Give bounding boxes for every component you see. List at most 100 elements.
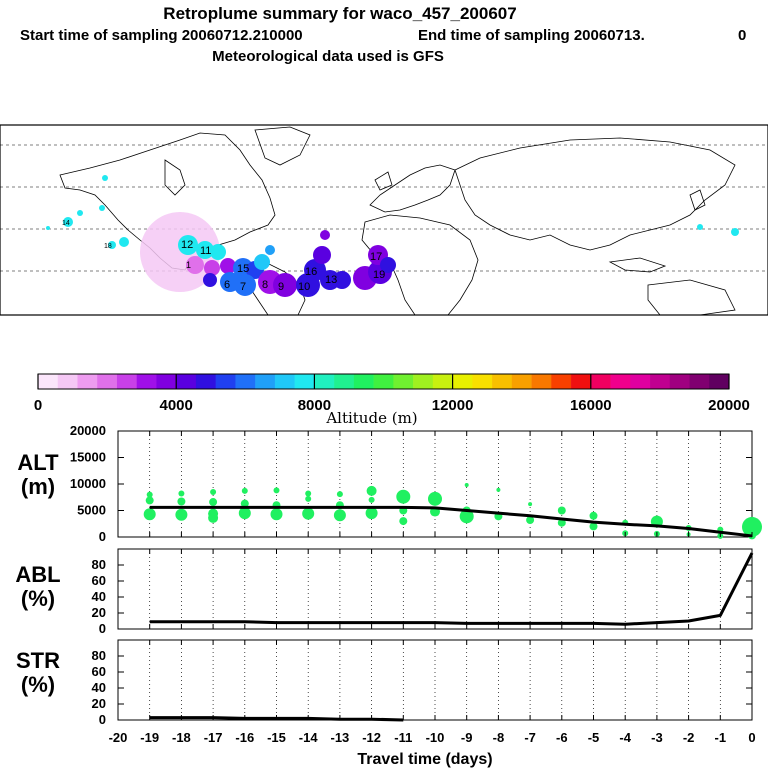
plume-circle [119,237,129,247]
colorbar-swatch [650,374,671,389]
scatter-point [365,507,378,520]
plume-markers [46,175,739,297]
colorbar-swatch [97,374,118,389]
x-tick-label: -2 [683,730,695,745]
start-time-label: Start time of sampling 20060712.210000 [20,27,303,44]
scatter-point [209,498,218,507]
panel-label: ABL [15,562,60,587]
scatter-point [428,491,442,506]
plume-circle [254,254,270,270]
scatter-point [589,522,598,531]
colorbar-swatch [511,374,532,389]
scatter-point [145,496,154,505]
scatter-point [273,487,280,494]
colorbar-swatch [156,374,177,389]
map-coastlines [59,126,736,316]
y-tick-label: 15000 [70,450,106,465]
colorbar-ticks: 0 4000 8000 12000 16000 20000 [34,374,750,414]
plume-label: 11 [200,245,211,257]
colorbar-swatch [176,374,197,389]
colorbar-tick-label: 16000 [570,397,612,414]
x-tick-label: -9 [461,730,473,745]
colorbar-swatch [452,374,473,389]
time-series-panels: 05000100001500020000ALT(m)020406080ABL(%… [15,423,762,768]
colorbar-swatch [492,374,513,389]
colorbar-swatch [294,374,315,389]
colorbar-swatch [571,374,592,389]
plume-label: 1 [186,260,191,270]
scatter-point [305,495,312,502]
y-tick-label: 0 [99,712,106,727]
plume-circle [234,274,256,296]
colorbar-swatch [610,374,631,389]
plume-label: 17 [370,251,382,263]
scatter-point [146,491,153,498]
colorbar-swatch [393,374,414,389]
x-tick-label: -5 [588,730,600,745]
colorbar-swatch [255,374,276,389]
scatter-point [143,508,156,521]
x-tick-label: -14 [299,730,319,745]
scatter-point [305,490,312,497]
scatter-point [589,511,598,520]
x-tick-label: 0 [748,730,755,745]
x-axis-label: Travel time (days) [357,751,492,768]
scatter-point [175,508,188,521]
plume-circle [204,260,220,276]
x-tick-label: -20 [109,730,128,745]
x-tick-label: -16 [235,730,254,745]
y-tick-label: 80 [92,648,106,663]
colorbar-swatch [77,374,98,389]
colorbar-swatch [669,374,690,389]
panel-unit: (%) [21,672,55,697]
y-tick-label: 20 [92,696,106,711]
plume-circle [210,244,226,260]
colorbar-swatch [314,374,335,389]
plume-circle [102,175,108,181]
plume-circle [108,241,116,249]
x-tick-label: -1 [715,730,727,745]
plume-label: 18 [104,243,112,250]
x-tick-label: -12 [362,730,381,745]
met-data-label: Meteorological data used is GFS [212,48,444,65]
plume-label: 9 [278,281,284,293]
colorbar-swatch [334,374,355,389]
scatter-point [526,516,535,525]
scatter-point [557,506,566,515]
scatter-point [333,509,346,522]
plume-label: 7 [240,281,246,293]
colorbar-swatch [590,374,611,389]
series-line [149,552,754,626]
x-tick-label: -17 [204,730,223,745]
y-tick-label: 60 [92,664,106,679]
colorbar-swatch [689,374,710,389]
colorbar-swatch [472,374,493,389]
plume-labels: 12 11 6 8 15 17 16 13 10 19 9 7 14 18 1 [62,220,385,293]
x-tick-label: -7 [524,730,536,745]
y-tick-label: 0 [99,621,106,636]
colorbar-swatch [551,374,572,389]
x-tick-label: -13 [331,730,350,745]
y-tick-label: 40 [92,680,106,695]
scatter-point [270,508,283,521]
scatter-point [336,491,343,498]
scatter-point [366,485,377,496]
scatter-point [528,502,533,507]
y-tick-label: 5000 [77,503,106,518]
plume-circle [697,224,703,230]
x-tick-label: -4 [619,730,631,745]
scatter-point [368,496,375,503]
x-tick-label: -19 [140,730,159,745]
colorbar-swatch [38,374,59,389]
scatter-point [399,517,408,526]
colorbar-tick-label: 12000 [432,397,474,414]
plume-label: 15 [237,263,249,275]
y-tick-label: 0 [99,529,106,544]
plume-circle [63,217,73,227]
colorbar-swatch [630,374,651,389]
scatter-point [742,516,762,537]
colorbar-swatch [195,374,216,389]
plume-circle [320,230,330,240]
